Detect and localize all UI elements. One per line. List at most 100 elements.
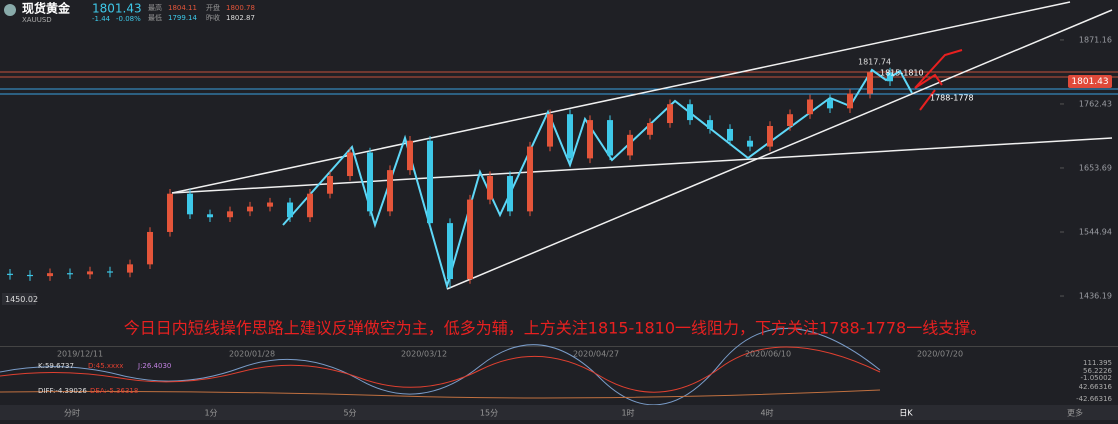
candle-body [447, 223, 453, 280]
candle-body [207, 214, 213, 218]
candle-body [607, 120, 613, 156]
candle-body [867, 72, 873, 94]
candle-body [647, 123, 653, 135]
price-tag: 1801.43 [1071, 77, 1108, 87]
candle-body [627, 134, 633, 156]
levels [0, 71, 1118, 95]
candle-body [67, 273, 73, 275]
candle-body [827, 99, 833, 109]
resistance-label: 1815-1810 [880, 69, 924, 78]
price-tag-bg [1068, 75, 1112, 88]
stat-value: 1804.11 [168, 4, 197, 12]
change-pct: -0.08% [116, 15, 141, 23]
instrument-name: 现货黄金 [22, 1, 71, 16]
candle-body [727, 128, 733, 141]
candle-body [687, 104, 693, 121]
tab[interactable]: 4时 [760, 408, 773, 418]
x-date-label: 2019/12/11 [57, 350, 103, 359]
candle-body [287, 202, 293, 218]
candle-body [487, 176, 493, 200]
arrows [914, 49, 963, 111]
candle-body [247, 206, 253, 212]
candle-body [367, 152, 373, 212]
x-date-label: 2020/07/20 [917, 350, 963, 359]
tab[interactable]: 5分 [343, 409, 356, 418]
x-date-label: 2020/03/12 [401, 350, 447, 359]
kdj-label: K:59.6737 [38, 362, 74, 370]
low-label-bg [2, 293, 36, 305]
candle-body [7, 273, 13, 275]
candle-body [387, 170, 393, 212]
kdj-label: J:26.4030 [137, 362, 171, 370]
candle-body [307, 193, 313, 218]
y-tick-label: 1436.19 [1079, 292, 1112, 301]
candle-body [807, 99, 813, 115]
candle-body [187, 193, 193, 215]
y-tick-label: 1762.43 [1079, 99, 1112, 108]
candle-body [147, 231, 153, 265]
high-label: 1817.74 [858, 58, 891, 67]
candle-body [127, 264, 133, 273]
indicator-value: 111.395 [1083, 359, 1112, 367]
stat-label: 开盘 [206, 3, 220, 12]
candle-body [767, 125, 773, 147]
tab[interactable]: 日K [899, 409, 913, 418]
stat-label: 最低 [148, 13, 162, 22]
candle-body [227, 211, 233, 218]
tab[interactable]: 更多 [1067, 408, 1083, 418]
candle-body [467, 199, 473, 280]
y-tick-label: 1653.69 [1079, 163, 1112, 172]
candle-body [887, 72, 893, 82]
y-tick-label: 1871.16 [1079, 35, 1112, 44]
tab-bar [0, 405, 1118, 420]
x-date-label: 2020/01/28 [229, 350, 275, 359]
logo [4, 4, 16, 16]
macd-label: DIFF:-4.39026 [38, 387, 87, 395]
candle-body [587, 120, 593, 159]
stat-value: 1802.87 [226, 14, 255, 22]
indicator-value: -1.05002 [1081, 374, 1112, 382]
candle-body [47, 273, 53, 277]
candle-body [267, 202, 273, 207]
candle-body [847, 93, 853, 109]
candle-body [507, 176, 513, 212]
candle-body [707, 120, 713, 129]
low-label: 1450.02 [5, 295, 38, 304]
annotation: 今日日内短线操作思路上建议反弹做空为主，低多为辅，上方关注1815-1810一线… [124, 319, 986, 338]
candle-body [547, 114, 553, 147]
candle-body [567, 114, 573, 159]
candle-body [87, 271, 93, 275]
candle-body [787, 114, 793, 126]
candle-body [667, 104, 673, 124]
candle-body [747, 140, 753, 147]
candle-body [407, 140, 413, 171]
stat-label: 昨收 [206, 13, 220, 22]
indicator-lines [0, 327, 881, 406]
tab[interactable]: 15分 [480, 409, 498, 418]
price: 1801.43 [92, 2, 142, 16]
indicator-value: -42.66316 [1076, 395, 1112, 403]
candle-body [167, 193, 173, 232]
y-tick-label: 1544.94 [1079, 227, 1112, 236]
candle-body [347, 152, 353, 177]
candle-body [107, 271, 113, 273]
wave-lines [282, 68, 913, 290]
support-label: 1788-1778 [930, 94, 974, 103]
indicator-value: 42.66316 [1079, 383, 1113, 391]
tab[interactable]: 1时 [621, 408, 634, 418]
tab[interactable]: 分时 [64, 408, 80, 418]
x-date-label: 2020/04/27 [573, 350, 619, 359]
stat-label: 最高 [148, 3, 162, 12]
candle-body [27, 274, 33, 277]
indicator-value: 56.2226 [1083, 367, 1112, 375]
macd-label: DEA:-5.36318 [90, 387, 138, 395]
stat-value: 1800.78 [226, 4, 255, 12]
tab[interactable]: 1分 [204, 409, 217, 418]
symbol: XAUUSD [22, 16, 52, 24]
x-date-label: 2020/06/10 [745, 350, 791, 359]
candle-body [327, 176, 333, 194]
stat-value: 1799.14 [168, 14, 197, 22]
candle-body [527, 146, 533, 212]
